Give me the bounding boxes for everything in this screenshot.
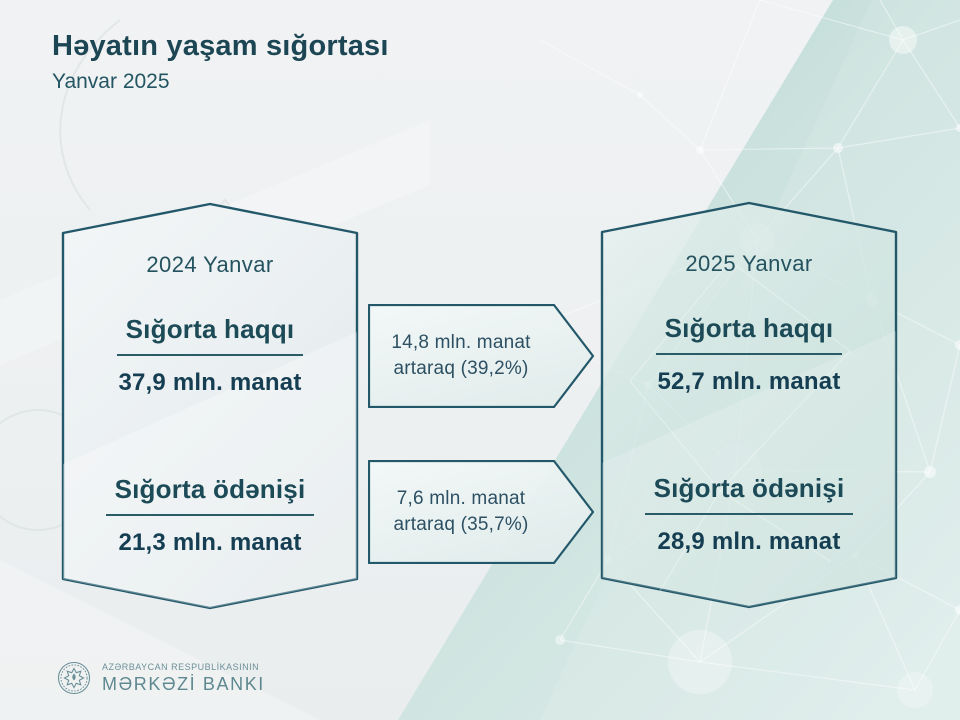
- panel-2025: 2025 Yanvar Sığorta haqqı 52,7 mln. mana…: [600, 201, 898, 609]
- growth-arrow-payout-line1: 7,6 mln. manat: [396, 487, 526, 509]
- metric-premium-2025-label: Sığorta haqqı: [655, 313, 843, 355]
- growth-arrow-premium-line2: artaraq (39,2%): [393, 358, 529, 379]
- panel-2024: 2024 Yanvar Sığorta haqqı 37,9 mln. mana…: [61, 202, 359, 610]
- org-name-line2: MƏRKƏZİ BANKI: [102, 673, 265, 694]
- org-name-line1: AZƏRBAYCAN RESPUBLİKASININ: [102, 661, 260, 672]
- metric-premium-2025-value: 52,7 mln. manat: [657, 368, 841, 395]
- growth-arrow-premium-shape: [368, 304, 595, 408]
- metric-payout-2025-label: Sığorta ödənişi: [644, 473, 854, 515]
- metric-payout-2024-value: 21,3 mln. manat: [118, 529, 302, 556]
- growth-arrow-payout-shape: [368, 460, 595, 564]
- panel-2025-month: 2025 Yanvar: [685, 251, 813, 276]
- growth-arrow-payout-line2: artaraq (35,7%): [393, 514, 529, 535]
- central-bank-name: AZƏRBAYCAN RESPUBLİKASININ MƏRKƏZİ BANKI: [102, 662, 265, 695]
- metric-premium-2025: Sığorta haqqı 52,7 mln. manat: [600, 313, 898, 396]
- central-bank-emblem-icon: [57, 661, 91, 695]
- panel-2025-shape: [600, 201, 898, 609]
- page-title: Həyatın yaşam sığortası: [52, 30, 389, 62]
- metric-payout-2024-label: Sığorta ödənişi: [105, 474, 315, 516]
- growth-arrow-premium-text: 14,8 mln. manat artaraq (39,2%): [372, 304, 550, 408]
- metric-premium-2024-value: 37,9 mln. manat: [118, 369, 302, 396]
- metric-payout-2025: Sığorta ödənişi 28,9 mln. manat: [600, 473, 898, 556]
- metric-payout-2024: Sığorta ödənişi 21,3 mln. manat: [61, 474, 359, 557]
- central-bank-logo: AZƏRBAYCAN RESPUBLİKASININ MƏRKƏZİ BANKI: [57, 661, 265, 695]
- panel-2024-month: 2024 Yanvar: [146, 252, 274, 277]
- metric-payout-2025-value: 28,9 mln. manat: [657, 528, 841, 555]
- growth-arrow-premium: 14,8 mln. manat artaraq (39,2%): [368, 304, 596, 408]
- growth-arrow-premium-line1: 14,8 mln. manat: [391, 331, 531, 353]
- metric-premium-2024-label: Sığorta haqqı: [116, 314, 304, 356]
- panel-2024-shape: [61, 202, 359, 610]
- header: Həyatın yaşam sığortası Yanvar 2025: [52, 30, 389, 94]
- page-subtitle: Yanvar 2025: [52, 70, 170, 93]
- growth-arrow-payout-text: 7,6 mln. manat artaraq (35,7%): [372, 460, 550, 564]
- growth-arrow-payout: 7,6 mln. manat artaraq (35,7%): [368, 460, 596, 564]
- metric-premium-2024: Sığorta haqqı 37,9 mln. manat: [61, 314, 359, 397]
